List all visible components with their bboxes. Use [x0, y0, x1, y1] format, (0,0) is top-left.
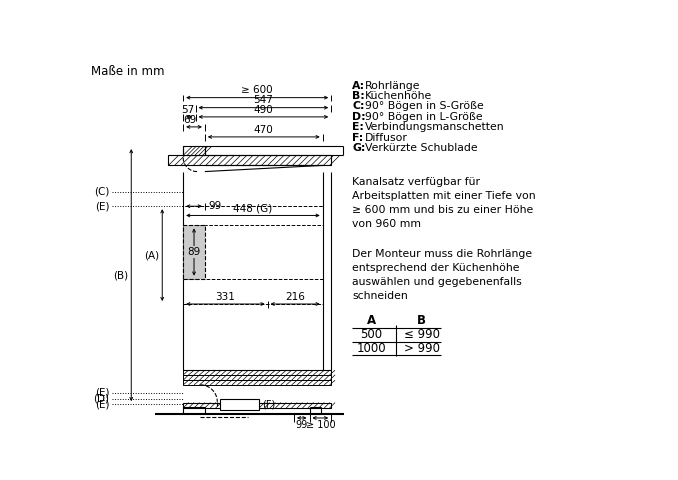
Text: (B): (B): [113, 270, 128, 280]
Text: 1000: 1000: [357, 342, 386, 355]
Bar: [183, 375, 331, 380]
Text: G:: G:: [352, 143, 365, 153]
Text: 216: 216: [285, 292, 305, 302]
Text: Kanalsatz verfügbar für
Arbeitsplatten mit einer Tiefe von
≥ 600 mm und bis zu e: Kanalsatz verfügbar für Arbeitsplatten m…: [352, 177, 536, 229]
Bar: [183, 403, 331, 408]
Text: 448 (G): 448 (G): [233, 203, 273, 213]
Text: Verbindungsmanschetten: Verbindungsmanschetten: [365, 122, 505, 132]
Text: 470: 470: [254, 125, 274, 134]
Bar: [183, 146, 205, 156]
Text: Diffusor: Diffusor: [365, 132, 408, 143]
Text: E:: E:: [352, 122, 364, 132]
Text: 331: 331: [216, 292, 235, 302]
Text: 57: 57: [182, 105, 195, 115]
Text: A:: A:: [352, 81, 365, 91]
Text: Verkürzte Schublade: Verkürzte Schublade: [365, 143, 478, 153]
Bar: [183, 226, 205, 278]
Text: 547: 547: [254, 96, 273, 105]
Text: ≥ 100: ≥ 100: [306, 420, 335, 430]
Text: Der Monteur muss die Rohrlänge
entsprechend der Küchenhöhe
auswählen und gegeben: Der Monteur muss die Rohrlänge entsprech…: [352, 249, 532, 300]
Text: (E): (E): [95, 201, 110, 211]
Text: 90° Bögen in S-Größe: 90° Bögen in S-Größe: [365, 101, 484, 111]
Text: (E): (E): [95, 387, 110, 397]
Text: > 990: > 990: [404, 342, 440, 355]
Bar: [168, 156, 331, 166]
Text: ≥ 600: ≥ 600: [241, 85, 273, 96]
Text: B:: B:: [352, 91, 365, 101]
Bar: [183, 206, 323, 226]
Text: C:: C:: [352, 101, 365, 111]
Text: 500: 500: [361, 328, 382, 341]
Text: Maße in mm: Maße in mm: [91, 65, 165, 78]
Bar: [183, 370, 331, 375]
Text: 490: 490: [254, 105, 273, 115]
Text: (C): (C): [94, 187, 110, 197]
Text: A: A: [367, 314, 376, 327]
Bar: [183, 278, 323, 304]
Text: 90° Bögen in L-Größe: 90° Bögen in L-Größe: [365, 112, 483, 122]
Text: ≤ 990: ≤ 990: [404, 328, 440, 341]
Text: B: B: [418, 314, 426, 327]
Text: D:: D:: [352, 112, 365, 122]
Bar: [220, 399, 259, 410]
Text: (E): (E): [95, 399, 110, 409]
Text: (D): (D): [94, 394, 110, 404]
Text: 89: 89: [187, 247, 201, 257]
Text: Küchenhöhe: Küchenhöhe: [365, 91, 433, 101]
Text: 99: 99: [296, 420, 308, 430]
Text: (A): (A): [144, 250, 159, 260]
Bar: [183, 380, 331, 385]
Text: (F): (F): [262, 399, 275, 409]
Text: 69: 69: [183, 115, 197, 125]
Text: F:: F:: [352, 132, 363, 143]
Text: 99: 99: [208, 201, 221, 211]
Text: Rohrlänge: Rohrlänge: [365, 81, 421, 91]
